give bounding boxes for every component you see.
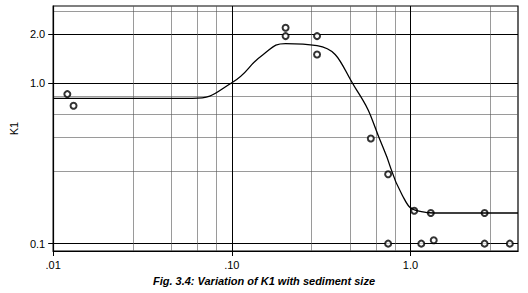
svg-text:1.0: 1.0	[30, 77, 45, 89]
svg-text:K1: K1	[8, 122, 20, 135]
svg-text:Fig. 3.4: Variation of K1 with: Fig. 3.4: Variation of K1 with sediment …	[153, 275, 375, 287]
svg-text:0.1: 0.1	[30, 238, 45, 250]
svg-text:1.0: 1.0	[403, 259, 418, 271]
svg-text:.01: .01	[46, 259, 61, 271]
svg-text:.10: .10	[224, 259, 239, 271]
svg-text:2.0: 2.0	[30, 28, 45, 40]
